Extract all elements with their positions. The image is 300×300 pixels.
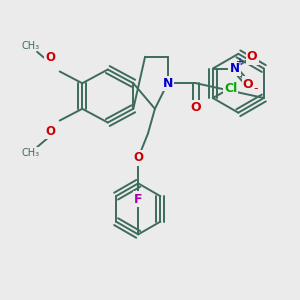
Text: O: O <box>243 78 254 91</box>
Text: Cl: Cl <box>224 82 237 95</box>
Text: N: N <box>163 77 173 90</box>
Text: O: O <box>45 125 55 138</box>
Text: N: N <box>230 62 239 75</box>
Text: O: O <box>191 101 201 114</box>
Text: O: O <box>247 50 257 63</box>
Text: CH₃: CH₃ <box>21 148 39 158</box>
Text: -: - <box>254 82 258 95</box>
Text: O: O <box>133 152 143 164</box>
Text: CH₃: CH₃ <box>21 41 39 51</box>
Text: +: + <box>235 57 243 67</box>
Text: F: F <box>134 193 142 206</box>
Text: O: O <box>45 51 55 64</box>
